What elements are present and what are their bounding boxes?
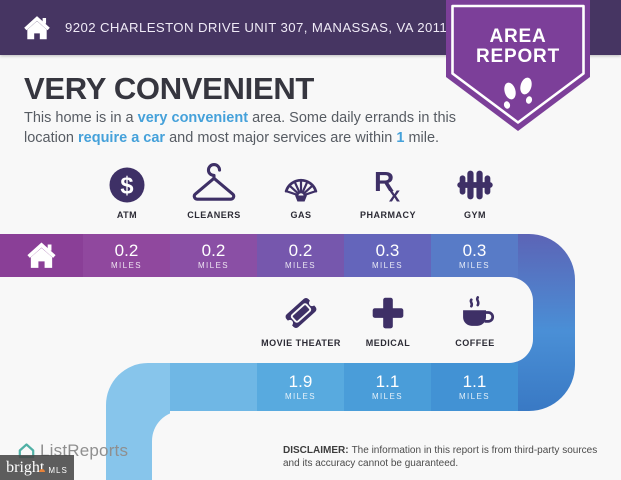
area-report-badge: AREA REPORT bbox=[446, 0, 590, 131]
distance-unit: MILES bbox=[197, 260, 229, 270]
distance-unit: MILES bbox=[284, 392, 316, 401]
disclaimer: DISCLAIMER: The information in this repor… bbox=[283, 444, 615, 470]
category-cleaners: CLEANERS bbox=[171, 162, 258, 220]
distance-cell-medical: 1.1 MILES bbox=[344, 363, 431, 411]
dumbbell-icon bbox=[457, 170, 493, 200]
distance-cell-movie-theater: 1.9 MILES bbox=[257, 363, 344, 411]
category-label: MEDICAL bbox=[365, 338, 411, 348]
svg-text:x: x bbox=[389, 185, 401, 206]
distance-cell-cleaners: 0.2 MILES bbox=[170, 234, 257, 277]
brightmls-brand: bright bbox=[6, 458, 45, 476]
bottom-white-panel bbox=[152, 411, 621, 480]
category-label: GYM bbox=[463, 210, 486, 220]
distance-value: 0.3 bbox=[462, 240, 487, 260]
ribbon-home-segment bbox=[0, 234, 83, 277]
distance-value: 1.1 bbox=[462, 372, 487, 391]
category-label: MOVIE THEATER bbox=[261, 338, 341, 348]
distance-cell-atm: 0.2 MILES bbox=[83, 234, 170, 277]
category-atm: $ ATM bbox=[84, 162, 171, 220]
ticket-icon bbox=[285, 298, 317, 328]
distance-unit: MILES bbox=[458, 260, 490, 270]
brightmls-watermark: bright MLS bbox=[0, 455, 74, 480]
home-icon bbox=[27, 242, 56, 268]
category-coffee: COFFEE bbox=[432, 290, 519, 348]
medical-cross-icon bbox=[372, 297, 404, 329]
ribbon-lead-segment bbox=[170, 363, 257, 411]
distance-cell-coffee: 1.1 MILES bbox=[431, 363, 518, 411]
distance-cell-gym: 0.3 MILES bbox=[431, 234, 518, 277]
category-gym: GYM bbox=[432, 162, 519, 220]
category-label: CLEANERS bbox=[187, 210, 241, 220]
brightmls-suffix: MLS bbox=[48, 465, 68, 475]
atm-icon: $ bbox=[109, 167, 145, 203]
rx-pharmacy-icon: R x bbox=[374, 166, 401, 206]
coffee-cup-icon bbox=[463, 296, 495, 326]
distance-value: 1.9 bbox=[288, 372, 313, 391]
category-label: COFFEE bbox=[455, 338, 495, 348]
distance-cell-pharmacy: 0.3 MILES bbox=[344, 234, 431, 277]
category-gas: GAS bbox=[258, 162, 345, 220]
row2-category-card bbox=[0, 277, 533, 363]
distance-value: 0.2 bbox=[201, 240, 226, 260]
distance-value: 0.2 bbox=[288, 240, 313, 260]
category-pharmacy: R x PHARMACY bbox=[345, 162, 432, 220]
distance-unit: MILES bbox=[458, 392, 490, 401]
brightmls-accent-mark bbox=[39, 468, 46, 472]
category-label: ATM bbox=[116, 210, 138, 220]
hanger-icon bbox=[192, 163, 236, 201]
distance-cell-gas: 0.2 MILES bbox=[257, 234, 344, 277]
home-icon bbox=[24, 15, 50, 39]
svg-text:R: R bbox=[374, 166, 394, 197]
distance-value: 0.2 bbox=[114, 240, 139, 260]
distance-value: 1.1 bbox=[375, 372, 400, 391]
disclaimer-text: The information in this report is from t… bbox=[283, 445, 598, 469]
page-title: VERY CONVENIENT bbox=[24, 71, 315, 106]
category-label: PHARMACY bbox=[359, 210, 416, 220]
distance-unit: MILES bbox=[110, 260, 142, 270]
distance-unit: MILES bbox=[371, 392, 403, 401]
distance-unit: MILES bbox=[284, 260, 316, 270]
shell-gas-icon bbox=[284, 178, 318, 202]
distance-value: 0.3 bbox=[375, 240, 400, 260]
distance-unit: MILES bbox=[371, 260, 403, 270]
summary-text: This home is in a very convenient area. … bbox=[24, 110, 456, 146]
category-label: GAS bbox=[290, 210, 312, 220]
disclaimer-label: DISCLAIMER: bbox=[283, 445, 349, 456]
category-movie-theater: MOVIE THEATER bbox=[258, 290, 345, 348]
property-address: 9202 CHARLESTON DRIVE UNIT 307, MANASSAS… bbox=[65, 20, 455, 35]
svg-text:$: $ bbox=[120, 173, 133, 199]
footprints-icon bbox=[503, 77, 533, 109]
badge-line1: AREA bbox=[489, 26, 546, 47]
category-medical: MEDICAL bbox=[345, 290, 432, 348]
badge-line2: REPORT bbox=[476, 46, 560, 67]
